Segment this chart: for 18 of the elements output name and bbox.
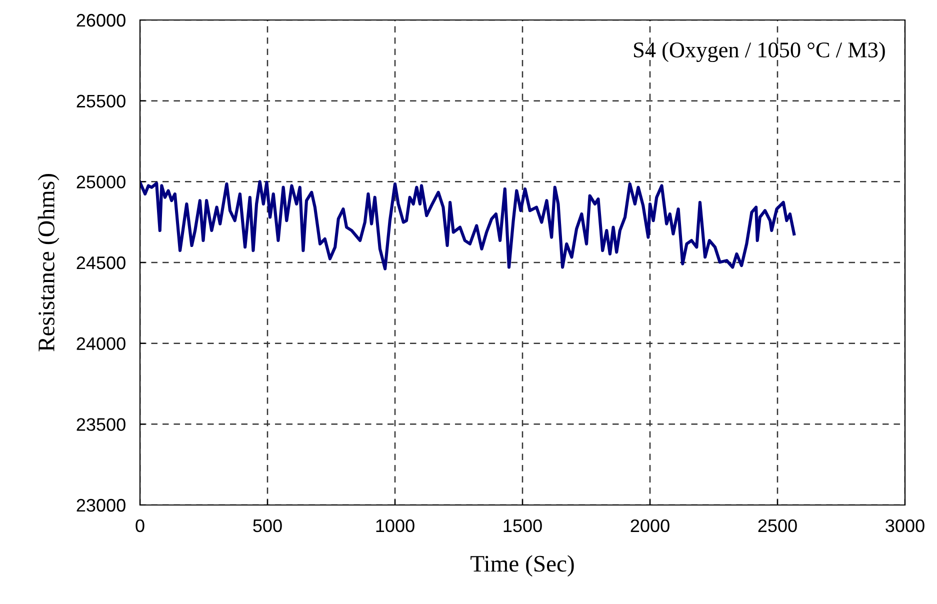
x-axis-title: Time (Sec)	[470, 555, 574, 577]
y-tick-label: 26000	[76, 14, 126, 27]
x-tick-label: 500	[253, 519, 282, 532]
y-tick-label: 25500	[76, 94, 126, 108]
x-tick-label: 1000	[376, 519, 414, 532]
x-tick-label: 2000	[630, 519, 670, 532]
y-tick-label: 24000	[76, 337, 126, 350]
x-tick-label: 2500	[758, 519, 797, 532]
line-series	[140, 180, 796, 270]
x-tick-label: 1500	[504, 519, 542, 532]
annotation: S4 (Oxygen / 1050 °C / M3)	[634, 42, 885, 62]
y-tick-label: 25000	[76, 176, 126, 188]
x-tick-label: 0	[136, 519, 144, 532]
x-tick-label: 3000	[886, 519, 924, 532]
y-tick-label: 23000	[76, 498, 126, 512]
y-tick-label: 24500	[76, 256, 126, 270]
y-axis-title: Resistance (Ohms)	[38, 174, 60, 352]
y-tick-label: 23500	[76, 418, 126, 431]
